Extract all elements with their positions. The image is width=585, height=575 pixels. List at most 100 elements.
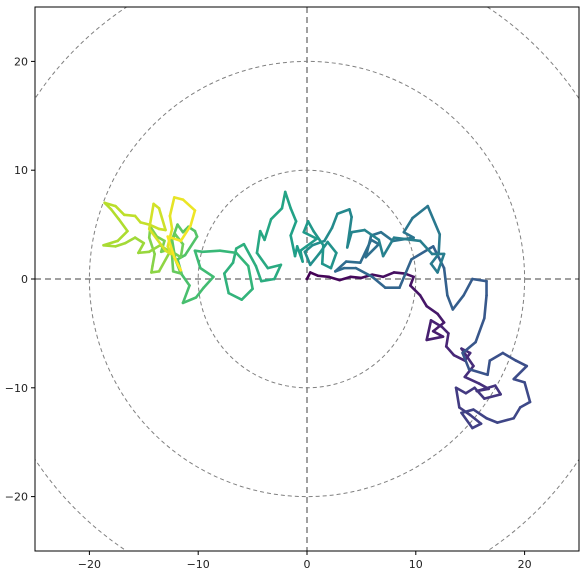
trajectory-segment — [312, 229, 325, 247]
trajectory-segment — [223, 272, 230, 295]
trajectory-segment — [283, 190, 292, 210]
trajectory-segment — [114, 204, 126, 217]
trajectory-segment — [234, 242, 246, 250]
trajectory-segment — [189, 209, 197, 227]
trajectory-segment — [442, 266, 449, 297]
trajectory-segment — [133, 236, 146, 245]
trajectory-segment — [523, 381, 532, 404]
trajectory-segment — [377, 238, 385, 258]
x-tick-label: −20 — [78, 558, 101, 571]
trajectory-segment — [280, 190, 287, 210]
trajectory-segment — [418, 239, 434, 256]
trajectory-segment — [464, 386, 476, 395]
trajectory-segment — [218, 249, 238, 255]
trajectory-segment — [155, 235, 166, 243]
trajectory-segment — [273, 263, 283, 281]
trajectory-segment — [157, 250, 172, 273]
trajectory-segment — [263, 217, 273, 242]
trajectory-segment — [199, 266, 215, 279]
trajectory-segment — [255, 229, 262, 255]
trajectory-segment — [474, 316, 486, 344]
trajectory-segment — [246, 264, 254, 291]
trajectory-segment — [425, 335, 445, 342]
trajectory-segment — [496, 416, 516, 424]
trajectory-segment — [323, 226, 334, 243]
trajectory-segment — [425, 319, 433, 342]
trajectory-segment — [460, 411, 474, 430]
trajectory-segment — [327, 275, 341, 282]
trajectory-segment — [116, 229, 129, 243]
trajectory-segment — [202, 275, 215, 290]
trajectory-segment — [345, 215, 353, 249]
trajectory-segment — [402, 230, 415, 239]
y-tick-label: −20 — [5, 491, 28, 504]
trajectory-segment — [493, 384, 502, 396]
y-tick-label: −10 — [5, 382, 28, 395]
y-tick-label: 10 — [14, 164, 28, 177]
trajectory-segment — [157, 206, 167, 232]
trajectory-segment — [437, 233, 442, 256]
trajectory-segment — [512, 377, 526, 384]
trajectory-segment — [518, 400, 532, 409]
trajectory-segment — [303, 243, 314, 254]
trajectory-segment — [512, 406, 522, 420]
trajectory-segment — [302, 230, 319, 241]
trajectory-segment — [463, 375, 481, 385]
trajectory-segment — [381, 236, 396, 258]
trajectory-segment — [475, 384, 497, 393]
trajectory-segment — [514, 359, 529, 368]
trajectory-segment — [418, 294, 428, 308]
trajectory-segment — [180, 273, 191, 287]
trajectory-segment — [392, 271, 407, 275]
trajectory-segment — [398, 258, 413, 290]
trajectory-segment — [350, 228, 366, 234]
trajectory-segment — [392, 236, 422, 243]
trajectory-segment — [444, 332, 450, 348]
trajectory-segment — [381, 271, 396, 279]
trajectory-segment — [306, 220, 315, 233]
trajectory-segment — [137, 250, 151, 255]
trajectory-segment — [364, 234, 373, 259]
trajectory-segment — [454, 386, 468, 395]
trajectory-segment — [151, 252, 156, 268]
trajectory-segment — [295, 245, 304, 263]
trajectory-segment — [320, 262, 333, 270]
trajectory-segment — [137, 241, 146, 255]
trajectory-segment — [299, 237, 319, 253]
trajectory-segment — [289, 206, 298, 223]
trajectory-segment — [133, 214, 142, 224]
trajectory-segment — [147, 202, 155, 231]
trajectory-segment — [234, 251, 250, 268]
trajectory-segment — [330, 212, 339, 230]
trajectory-segment — [436, 252, 446, 274]
trajectory-segment — [227, 291, 244, 301]
trajectory-segment — [369, 238, 381, 246]
trajectory-segment — [109, 208, 121, 221]
trajectory-segment — [171, 270, 183, 275]
trajectory-segment — [461, 351, 471, 371]
trajectory-segment — [166, 235, 176, 259]
trajectory-segment — [411, 204, 430, 220]
trajectory-segment — [139, 221, 151, 226]
trajectory-segment — [471, 277, 488, 283]
trajectory-segment — [289, 220, 298, 237]
trajectory-segment — [333, 260, 348, 273]
trajectory-segment — [426, 204, 442, 236]
trajectory-segment — [460, 408, 475, 415]
trajectory-segment — [320, 243, 325, 266]
trajectory-segment — [308, 271, 320, 278]
trajectory-segment — [485, 416, 499, 424]
trajectory-segment — [179, 224, 192, 243]
trajectory-segment — [289, 234, 297, 258]
trajectory-segment — [363, 228, 381, 242]
trajectory-segment — [461, 340, 477, 355]
trajectory-segment — [473, 386, 486, 400]
trajectory-segment — [488, 351, 505, 362]
trajectory-segment — [260, 277, 276, 283]
x-tick-label: 10 — [409, 558, 423, 571]
trajectory-segment — [370, 275, 387, 290]
trajectory-segment — [468, 413, 483, 426]
trajectory-segment — [308, 252, 321, 267]
trajectory-segment — [269, 206, 284, 221]
